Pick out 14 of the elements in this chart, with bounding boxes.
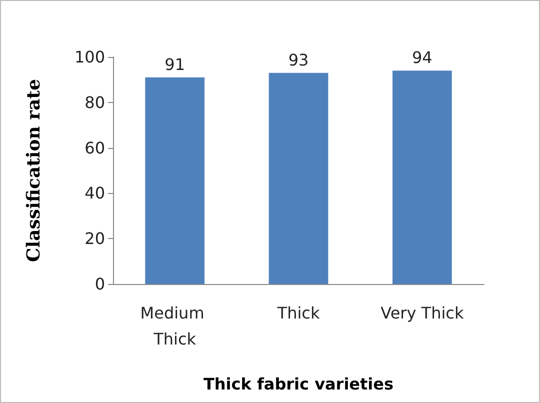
y-axis-title: Classification rate (24, 78, 44, 262)
y-tick-label: 40 (84, 184, 105, 203)
y-tick-label: 0 (94, 274, 105, 294)
x-axis-title: Thick fabric varieties (203, 374, 394, 394)
data-label: 93 (288, 50, 309, 70)
data-label: 91 (164, 54, 186, 74)
y-tick-label: 20 (84, 229, 105, 248)
y-tick-label: 60 (84, 138, 105, 158)
data-label: 94 (412, 48, 432, 68)
x-tick-label: Very Thick (380, 304, 464, 322)
y-tick-label: 100 (74, 48, 105, 66)
x-tick-label: Thick (276, 304, 320, 322)
x-tick-label: Medium Thick (140, 304, 210, 348)
y-tick-label: 80 (84, 92, 105, 112)
